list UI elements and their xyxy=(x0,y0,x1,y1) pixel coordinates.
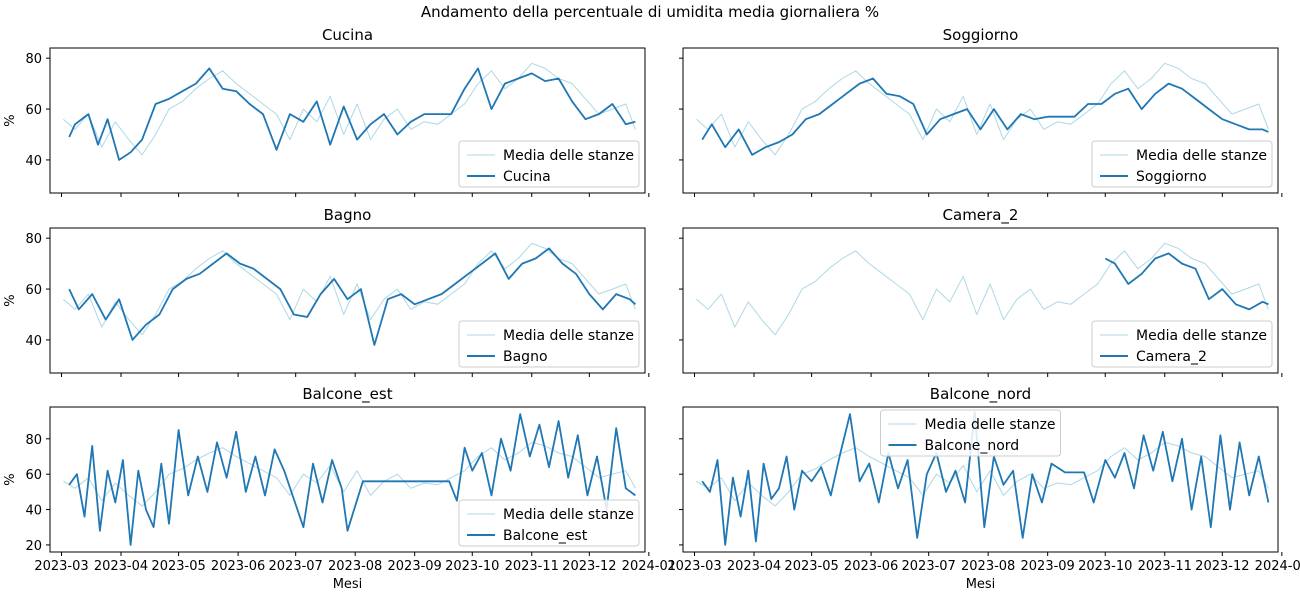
y-tick-label: 80 xyxy=(25,232,42,247)
series-line-media-delle-stanze xyxy=(63,242,636,336)
legend-label-media-delle-stanze: Media delle stanze xyxy=(503,507,634,523)
legend-box xyxy=(458,140,640,188)
axes-frame xyxy=(682,227,1279,374)
legend-label-media-delle-stanze: Media delle stanze xyxy=(503,148,634,164)
legend-label-media-delle-stanze: Media delle stanze xyxy=(1136,148,1267,164)
y-axis-label: % xyxy=(3,473,18,485)
axes-frame xyxy=(682,47,1279,194)
y-tick-label: 60 xyxy=(25,103,42,118)
legend-label-media-delle-stanze: Media delle stanze xyxy=(503,328,634,344)
axes-frame xyxy=(49,227,646,374)
subplots-grid: Cucina 40 60 80% Media delle stanze Cucina Sog… xyxy=(3,26,1300,592)
series-line-media-delle-stanze xyxy=(696,242,1269,336)
y-tick-label: 60 xyxy=(25,468,42,483)
figure-suptitle: Andamento della percentuale di umidita m… xyxy=(421,3,879,21)
panel-title: Camera_2 xyxy=(943,206,1019,225)
y-tick-label: 40 xyxy=(25,334,42,349)
y-tick-label: 40 xyxy=(25,154,42,169)
legend-box xyxy=(458,320,640,368)
series-line-media-delle-stanze xyxy=(696,62,1269,156)
x-tick-label: 2024-01 xyxy=(1255,559,1300,574)
legend-label-soggiorno: Soggiorno xyxy=(1136,169,1207,185)
y-axis-label: % xyxy=(3,294,18,306)
y-tick-label: 80 xyxy=(25,52,42,67)
axes-frame xyxy=(49,406,646,553)
series-line-balcone-nord xyxy=(701,411,1270,546)
panel-balcone-nord: Balcone_nord 2023-03 2023-04 2023-05 2023-06… xyxy=(667,385,1300,592)
axes-frame xyxy=(49,47,646,194)
series-line-media-delle-stanze xyxy=(63,441,636,507)
x-tick-label: 2023-07 xyxy=(269,559,323,574)
legend-label-camera-2: Camera_2 xyxy=(1136,349,1207,365)
x-tick-label: 2023-12 xyxy=(1195,559,1249,574)
x-tick-label: 2024-01 xyxy=(622,559,676,574)
x-tick-label: 2023-11 xyxy=(505,559,559,574)
y-tick-label: 80 xyxy=(25,433,42,448)
legend-box xyxy=(1091,140,1273,188)
panel-camera-2: Camera_2 Media delle stanze Camera_2 xyxy=(679,206,1283,377)
panel-title: Bagno xyxy=(324,206,372,224)
legend-label-balcone-nord: Balcone_nord xyxy=(925,438,1020,454)
x-tick-label: 2023-09 xyxy=(1021,559,1075,574)
x-tick-label: 2023-03 xyxy=(34,559,88,574)
x-axis-label: Mesi xyxy=(966,577,996,592)
y-tick-label: 20 xyxy=(25,539,42,554)
panel-cucina: Cucina 40 60 80% Media delle stanze Cucina xyxy=(3,26,650,197)
series-line-cucina xyxy=(68,67,636,161)
x-tick-label: 2023-07 xyxy=(902,559,956,574)
x-tick-label: 2023-05 xyxy=(151,559,205,574)
legend-label-media-delle-stanze: Media delle stanze xyxy=(925,417,1056,433)
legend: Media delle stanze Bagno xyxy=(458,320,640,368)
x-tick-label: 2023-09 xyxy=(388,559,442,574)
legend: Media delle stanze Camera_2 xyxy=(1091,320,1273,368)
legend-box xyxy=(1091,320,1273,368)
x-tick-label: 2023-03 xyxy=(667,559,721,574)
x-tick-label: 2023-08 xyxy=(961,559,1015,574)
x-tick-label: 2023-06 xyxy=(844,559,898,574)
panel-balcone-est: Balcone_est 20 40 60 80 2023-03 2023-04 2023-05… xyxy=(3,385,676,592)
x-tick-label: 2023-10 xyxy=(445,559,499,574)
legend: Media delle stanze Balcone_nord xyxy=(880,409,1061,457)
x-tick-label: 2023-12 xyxy=(562,559,616,574)
legend: Media delle stanze Cucina xyxy=(458,140,640,188)
series-line-bagno xyxy=(68,247,636,346)
panel-title: Balcone_nord xyxy=(930,385,1031,404)
x-axis-label: Mesi xyxy=(333,577,363,592)
panel-bagno: Bagno 40 60 80% Media delle stanze Bagno xyxy=(3,206,650,377)
panel-title: Cucina xyxy=(322,26,373,44)
panel-title: Soggiorno xyxy=(943,26,1019,44)
legend: Media delle stanze Soggiorno xyxy=(1091,140,1273,188)
legend-box xyxy=(458,499,640,547)
x-tick-label: 2023-04 xyxy=(727,559,781,574)
y-tick-label: 60 xyxy=(25,283,42,298)
axes-frame xyxy=(682,406,1279,553)
series-line-media-delle-stanze xyxy=(63,62,636,156)
x-tick-label: 2023-10 xyxy=(1078,559,1132,574)
x-tick-label: 2023-05 xyxy=(784,559,838,574)
series-line-balcone-est xyxy=(68,413,636,546)
y-tick-label: 40 xyxy=(25,504,42,519)
series-line-camera-2 xyxy=(1104,252,1269,311)
legend-label-balcone-est: Balcone_est xyxy=(503,528,588,544)
legend-label-bagno: Bagno xyxy=(503,349,548,365)
legend-label-media-delle-stanze: Media delle stanze xyxy=(1136,328,1267,344)
legend: Media delle stanze Balcone_est xyxy=(458,499,640,547)
y-axis-label: % xyxy=(3,114,18,126)
panel-soggiorno: Soggiorno Media delle stanze Soggiorno xyxy=(679,26,1283,197)
x-tick-label: 2023-11 xyxy=(1138,559,1192,574)
legend-label-cucina: Cucina xyxy=(503,169,551,185)
legend-box xyxy=(880,409,1061,457)
panel-title: Balcone_est xyxy=(302,385,392,404)
x-tick-label: 2023-06 xyxy=(211,559,265,574)
x-tick-label: 2023-08 xyxy=(328,559,382,574)
series-line-soggiorno xyxy=(701,77,1269,156)
x-tick-label: 2023-04 xyxy=(94,559,148,574)
